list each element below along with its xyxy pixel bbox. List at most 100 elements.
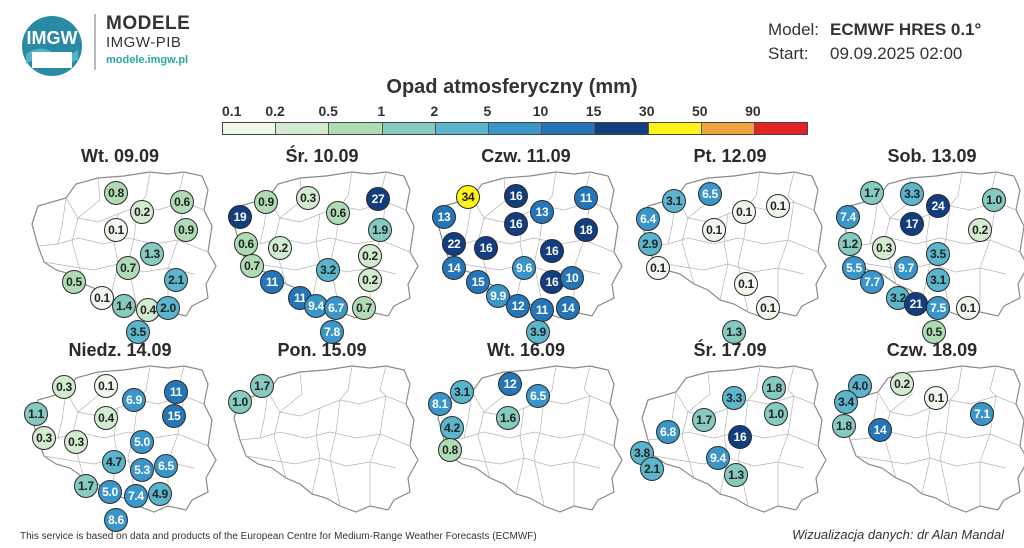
precip-value-marker: 2.1 xyxy=(640,457,664,481)
precip-value-marker: 7.1 xyxy=(970,402,994,426)
precip-value-marker: 1.7 xyxy=(250,374,274,398)
legend-tick-label: 0.2 xyxy=(265,103,285,119)
precip-value-marker: 1.0 xyxy=(764,402,788,426)
legend-tick-label: 5 xyxy=(483,103,492,119)
legend-tick-labels: 0.1 0.2 0.5 1 2 5 10 15 30 50 90 xyxy=(222,103,808,119)
legend-tick-label: 50 xyxy=(692,103,708,119)
precip-value-marker: 13 xyxy=(432,205,456,229)
precip-value-marker: 6.8 xyxy=(656,420,680,444)
region-border xyxy=(533,365,557,507)
brand-title: MODELE xyxy=(106,13,191,34)
precip-value-marker: 1.8 xyxy=(762,376,786,400)
precip-value-marker: 0.1 xyxy=(94,374,118,398)
precip-value-marker: 4.7 xyxy=(102,450,126,474)
precip-value-marker: 3.1 xyxy=(926,268,950,292)
precip-value-marker: 19 xyxy=(228,205,252,229)
day-map-panel: Pon. 15.09 1.7 1.0 xyxy=(220,340,424,530)
legend-tick-label: 15 xyxy=(585,103,602,119)
brand-url[interactable]: modele.imgw.pl xyxy=(106,54,189,66)
region-border xyxy=(369,365,387,506)
precip-value-marker: 0.5 xyxy=(62,270,86,294)
precip-value-marker: 0.1 xyxy=(766,194,790,218)
precip-value-marker: 0.2 xyxy=(130,200,154,224)
precip-value-marker: 0.6 xyxy=(234,232,258,256)
precip-value-marker: 0.1 xyxy=(104,218,128,242)
precip-value-marker: 11 xyxy=(164,380,188,404)
precip-value-marker: 0.3 xyxy=(52,375,76,399)
region-border xyxy=(57,197,67,245)
precip-value-marker: 12 xyxy=(506,294,530,318)
precip-value-marker: 34 xyxy=(456,185,480,209)
region-border xyxy=(443,431,615,447)
precip-value-marker: 0.2 xyxy=(358,268,382,292)
region-border xyxy=(311,213,321,301)
precip-value-marker: 1.0 xyxy=(228,390,252,414)
precip-value-marker: 0.7 xyxy=(352,296,376,320)
start-label: Start: xyxy=(768,44,809,63)
legend-tick-label: 10 xyxy=(532,103,549,119)
precip-value-marker: 0.6 xyxy=(170,190,194,214)
region-border xyxy=(267,391,407,417)
precip-value-marker: 7.4 xyxy=(124,484,148,508)
precip-value-marker: 0.6 xyxy=(326,201,350,225)
legend-color-swatch xyxy=(329,123,383,134)
region-border xyxy=(921,407,931,495)
model-value: ECMWF HRES 0.1° xyxy=(830,20,982,39)
precip-value-marker: 1.2 xyxy=(838,232,862,256)
region-border xyxy=(939,365,963,507)
day-map-panel: Czw. 18.09 4.0 0.2 3.4 0.1 7.1 1.8 14 xyxy=(830,340,1024,530)
precip-value-marker: 3.5 xyxy=(126,320,150,344)
precip-value-marker: 27 xyxy=(366,187,390,211)
legend-tick-label: 1 xyxy=(377,103,386,119)
precip-value-marker: 0.8 xyxy=(104,181,128,205)
visualization-credit: Wizualizacja danych: dr Alan Mandal xyxy=(792,527,1004,542)
region-border xyxy=(71,177,101,285)
precip-value-marker: 18 xyxy=(574,218,598,242)
precip-value-marker: 16 xyxy=(504,212,528,236)
precip-value-marker: 4.9 xyxy=(148,482,172,506)
precip-value-marker: 0.8 xyxy=(438,438,462,462)
precip-value-marker: 3.9 xyxy=(526,320,550,344)
precip-value-marker: 9.7 xyxy=(894,256,918,280)
precip-value-marker: 5.3 xyxy=(130,458,154,482)
precip-value-marker: 15 xyxy=(162,404,186,428)
precip-value-marker: 11 xyxy=(530,298,554,322)
precip-value-marker: 0.1 xyxy=(956,296,980,320)
day-label: Śr. 17.09 xyxy=(693,340,767,360)
day-label: Czw. 18.09 xyxy=(886,340,978,360)
start-value: 09.09.2025 02:00 xyxy=(830,44,963,63)
precip-value-marker: 0.3 xyxy=(872,236,896,260)
day-map-panel: Czw. 11.09 34 16 11 13 13 18 16 22 16 16 14 9.6 15 16 1… xyxy=(424,146,628,344)
region-border xyxy=(273,371,303,479)
precip-value-marker: 3.5 xyxy=(926,242,950,266)
day-map-panel: Niedz. 14.09 0.3 0.1 6.9 11 1.1 15 0.4 0.3 0.3 5.0… xyxy=(18,340,222,532)
brand-subtitle: IMGW-PIB xyxy=(106,34,182,51)
day-label: Śr. 10.09 xyxy=(285,146,359,166)
precip-value-marker: 13 xyxy=(530,200,554,224)
day-label: Pt. 12.09 xyxy=(693,146,767,166)
region-border xyxy=(37,431,209,447)
legend-color-swatch xyxy=(542,123,596,134)
precip-value-marker: 5.0 xyxy=(98,480,122,504)
precip-value-marker: 8.6 xyxy=(104,508,128,532)
precip-value-marker: 3.3 xyxy=(900,182,924,206)
precip-value-marker: 10 xyxy=(560,266,584,290)
precip-value-marker: 8.1 xyxy=(428,392,452,416)
region-border xyxy=(239,431,411,447)
precip-value-marker: 2.9 xyxy=(638,232,662,256)
chart-title: Opad atmosferyczny (mm) xyxy=(386,76,638,98)
precip-value-marker: 1.9 xyxy=(368,218,392,242)
precip-value-marker: 11 xyxy=(260,270,284,294)
imgw-logo[interactable]: IMGW xyxy=(20,14,84,78)
precip-value-marker: 0.1 xyxy=(924,386,948,410)
precip-value-marker: 3.1 xyxy=(662,189,686,213)
poland-map xyxy=(437,365,623,513)
precip-value-marker: 22 xyxy=(442,232,466,256)
precip-value-marker: 1.7 xyxy=(74,474,98,498)
region-border xyxy=(311,407,321,495)
region-border xyxy=(719,213,729,301)
precip-value-marker: 6.5 xyxy=(526,384,550,408)
legend-tick-label: 2 xyxy=(430,103,439,119)
brand-block: MODELE IMGW-PIB modele.imgw.pl xyxy=(94,14,190,70)
precip-value-marker: 1.8 xyxy=(832,414,856,438)
